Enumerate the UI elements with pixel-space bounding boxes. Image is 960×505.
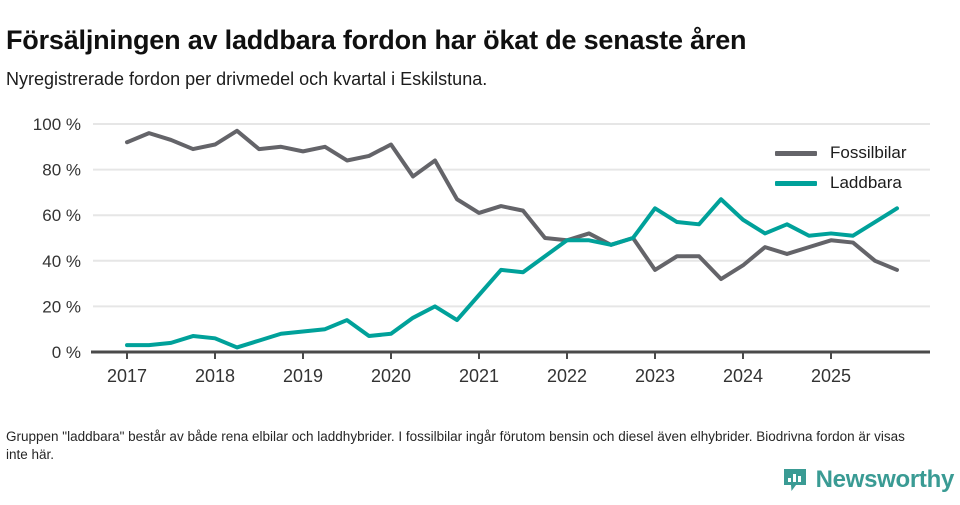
chart-footnote: Gruppen "laddbara" består av både rena e… [6, 429, 905, 462]
legend-swatch-fossilbilar [775, 150, 817, 156]
x-axis-tick-label: 2024 [723, 366, 763, 386]
legend-label-laddbara: Laddbara [830, 173, 902, 192]
chart-y-axis-labels: 0 % 20 % 40 % 60 % 80 % 100 % [33, 115, 81, 362]
legend-item-fossilbilar[interactable]: Fossilbilar [775, 138, 955, 168]
chart-x-axis-labels: 2017 2018 2019 2020 2021 2022 2023 2024 2025 [107, 366, 851, 386]
x-axis-tick-label: 2022 [547, 366, 587, 386]
chart-series-lines [125, 128, 899, 350]
newsworthy-logo-text: Newsworthy [815, 466, 955, 493]
x-axis-tick-label: 2023 [635, 366, 675, 386]
y-axis-tick-label: 80 % [42, 161, 81, 180]
legend-swatch-laddbara [775, 180, 817, 186]
x-axis-tick-label: 2021 [459, 366, 499, 386]
chart-legend: Fossilbilar Laddbara [775, 138, 955, 198]
legend-label-fossilbilar: Fossilbilar [830, 143, 907, 162]
y-axis-tick-label: 60 % [42, 206, 81, 225]
chart-x-axis [91, 350, 930, 359]
series-line-fossilbilar [125, 128, 899, 282]
chart-canvas: 0 % 20 % 40 % 60 % 80 % 100 % 2017 2018 2019 202… [33, 115, 930, 386]
chart-gridlines [93, 123, 930, 308]
x-axis-tick-label: 2020 [371, 366, 411, 386]
series-line-laddbara [125, 197, 899, 350]
legend-item-laddbara[interactable]: Laddbara [775, 168, 955, 198]
page-subtitle: Nyregistrerade fordon per drivmedel och … [6, 69, 488, 89]
x-axis-tick-label: 2025 [811, 366, 851, 386]
page-title: Försäljningen av laddbara fordon har öka… [6, 25, 747, 56]
y-axis-tick-label: 0 % [52, 343, 81, 362]
x-axis-tick-label: 2019 [283, 366, 323, 386]
y-axis-tick-label: 100 % [33, 115, 81, 134]
x-axis-tick-label: 2017 [107, 366, 147, 386]
x-axis-tick-label: 2018 [195, 366, 235, 386]
line-chart: 0 % 20 % 40 % 60 % 80 % 100 % 2017 2018 2019 202… [0, 108, 960, 398]
y-axis-tick-label: 20 % [42, 297, 81, 316]
bar-chart-speech-bubble-icon [782, 467, 808, 493]
y-axis-tick-label: 40 % [42, 252, 81, 271]
newsworthy-logo[interactable]: Newsworthy [782, 467, 954, 493]
